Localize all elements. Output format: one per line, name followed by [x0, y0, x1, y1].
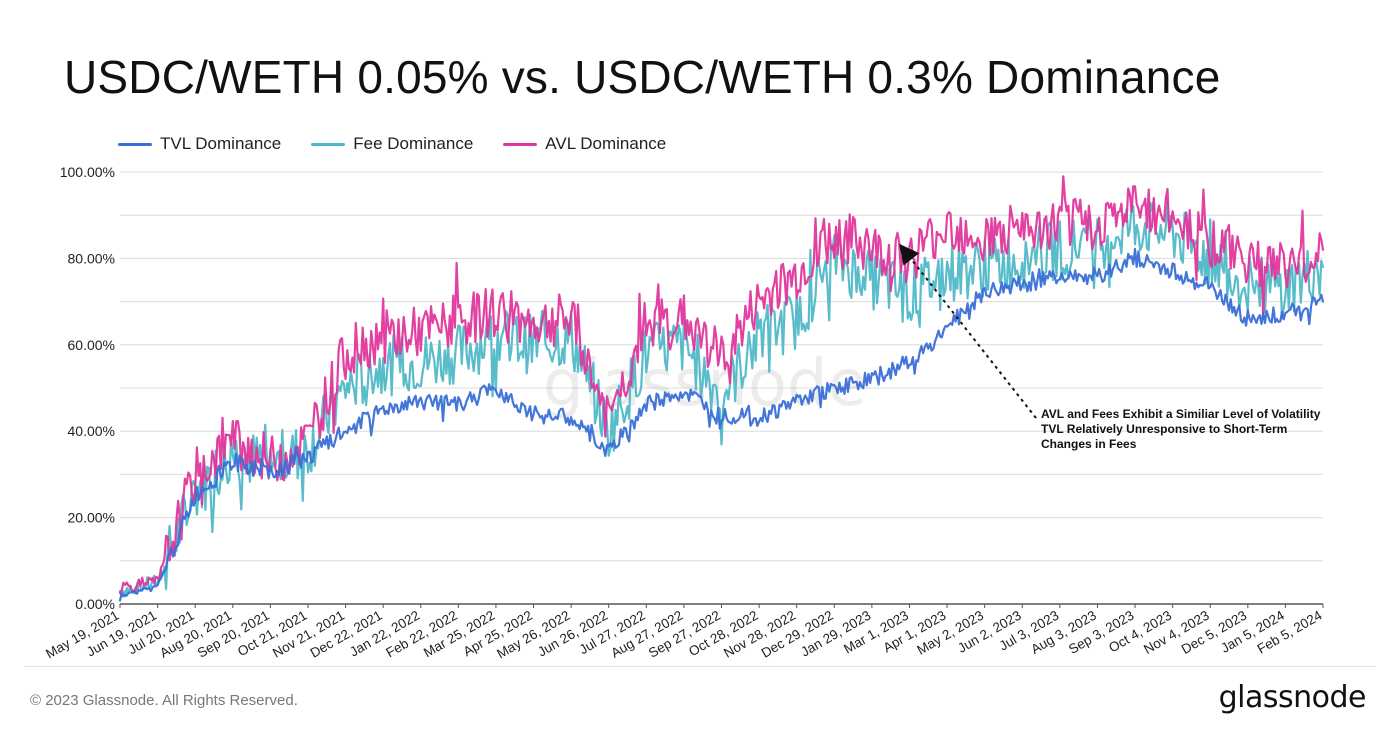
copyright-text: © 2023 Glassnode. All Rights Reserved. [30, 692, 298, 709]
legend-item-tvl[interactable]: TVL Dominance [118, 134, 281, 154]
y-tick-label: 100.00% [60, 164, 115, 180]
legend-swatch-tvl [118, 142, 152, 146]
annotation-text-line: AVL and Fees Exhibit a Similiar Level of… [1041, 407, 1321, 421]
legend-swatch-avl [503, 142, 538, 146]
y-tick-label: 60.00% [68, 337, 115, 353]
glassnode-logo: glassnode [1218, 680, 1367, 715]
legend-item-fee[interactable]: Fee Dominance [311, 134, 473, 154]
annotation-text-line: Changes in Fees [1041, 437, 1137, 451]
chart-title: USDC/WETH 0.05% vs. USDC/WETH 0.3% Domin… [64, 51, 1221, 103]
y-tick-label: 80.00% [68, 250, 115, 266]
legend-label-avl: AVL Dominance [545, 134, 667, 153]
y-tick-label: 40.00% [68, 423, 115, 439]
footer-divider [24, 666, 1376, 667]
legend-label-fee: Fee Dominance [353, 134, 474, 153]
chart-legend: TVL Dominance Fee Dominance AVL Dominanc… [118, 134, 666, 154]
y-tick-label: 0.00% [75, 596, 115, 612]
legend-item-avl[interactable]: AVL Dominance [503, 134, 666, 154]
annotation-text-line: TVL Relatively Unresponsive to Short-Ter… [1041, 422, 1287, 436]
annotation-arrow [899, 243, 1037, 419]
legend-label-tvl: TVL Dominance [160, 134, 282, 153]
legend-swatch-fee [311, 142, 346, 146]
series-line-avl [118, 175, 1325, 594]
series-line-tvl [118, 247, 1325, 602]
y-tick-label: 20.00% [68, 510, 115, 526]
